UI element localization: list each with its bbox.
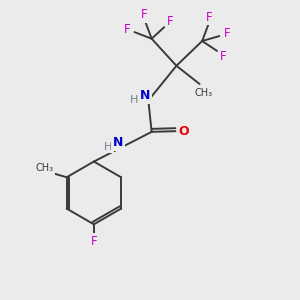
Text: F: F — [167, 15, 173, 28]
Text: CH₃: CH₃ — [35, 163, 54, 173]
Text: H: H — [104, 142, 112, 152]
Text: F: F — [224, 27, 230, 40]
Text: F: F — [124, 23, 130, 36]
Text: F: F — [141, 8, 148, 21]
Text: F: F — [91, 235, 97, 248]
Text: N: N — [140, 89, 150, 102]
Text: N: N — [112, 136, 123, 149]
Text: F: F — [206, 11, 213, 24]
Text: F: F — [220, 50, 227, 63]
Text: H: H — [130, 95, 139, 105]
Text: CH₃: CH₃ — [194, 88, 213, 98]
Text: O: O — [179, 125, 189, 138]
